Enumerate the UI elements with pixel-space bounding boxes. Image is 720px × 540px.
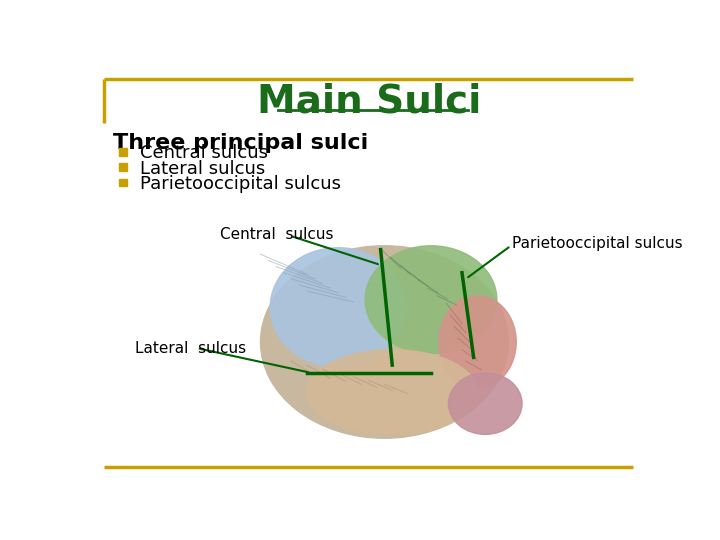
Ellipse shape [438,296,516,388]
Ellipse shape [365,246,497,354]
Text: Main Sulci: Main Sulci [257,83,481,121]
Text: Lateral sulcus: Lateral sulcus [140,160,265,178]
Bar [120,164,127,171]
Ellipse shape [307,350,477,434]
Text: Parietooccipital sulcus: Parietooccipital sulcus [140,175,341,193]
Text: Parietooccipital sulcus: Parietooccipital sulcus [513,236,683,251]
Text: Central  sulcus: Central sulcus [220,227,333,242]
Ellipse shape [449,373,522,434]
Bar [120,148,127,156]
Ellipse shape [261,246,508,438]
Ellipse shape [270,248,406,367]
Text: Central sulcus: Central sulcus [140,144,268,163]
Bar [120,179,127,186]
Text: Three principal sulci: Three principal sulci [113,132,369,153]
Text: Lateral  sulcus: Lateral sulcus [135,341,246,356]
